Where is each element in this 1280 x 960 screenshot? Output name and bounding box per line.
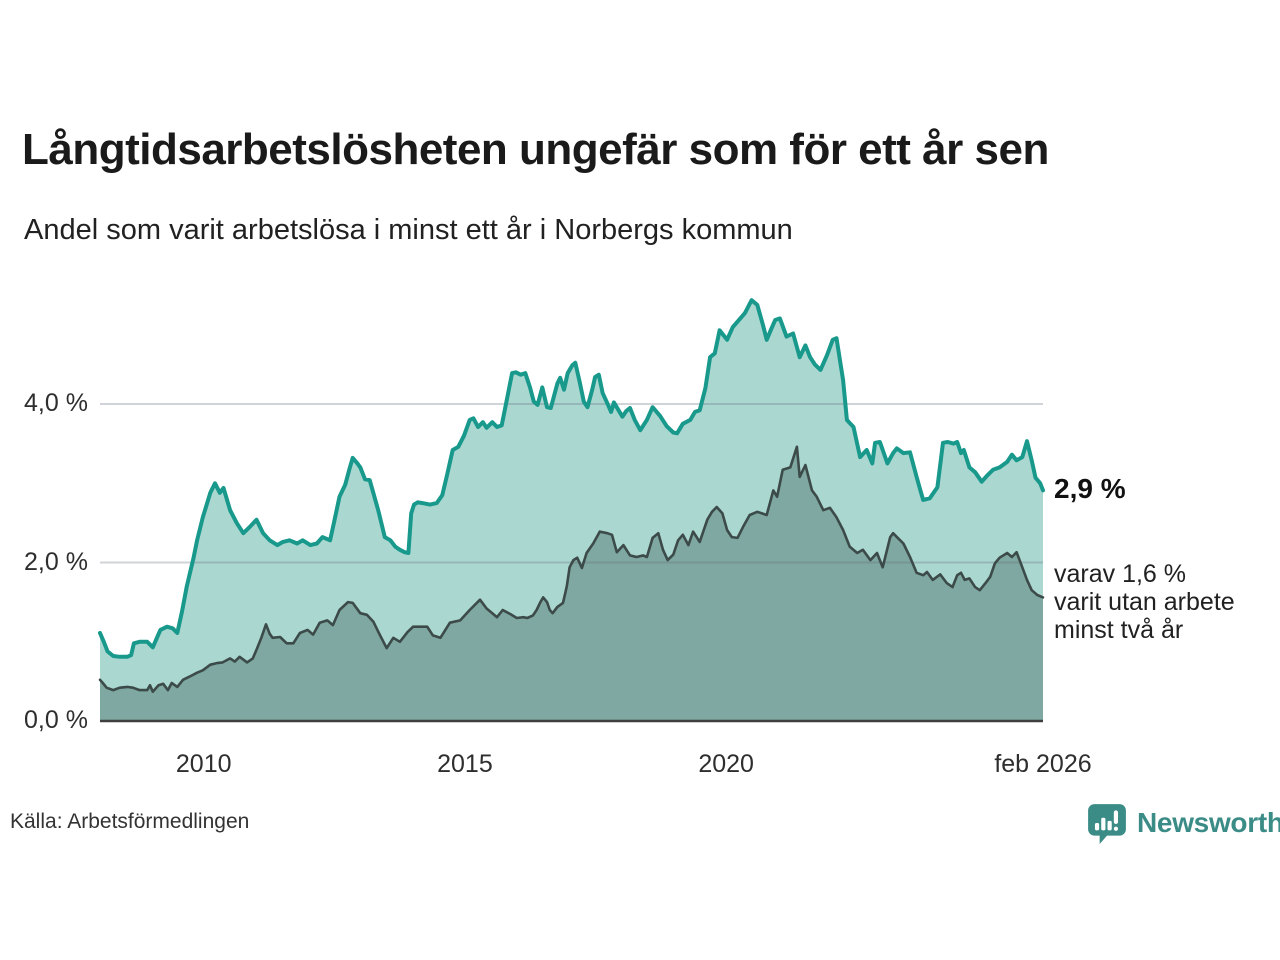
secondary-annotation-line1: varav 1,6 % xyxy=(1054,560,1187,588)
speech-bubble-chart-icon xyxy=(1088,804,1126,844)
secondary-annotation-line2: varit utan arbete xyxy=(1054,588,1235,616)
series2-area xyxy=(100,446,1043,721)
y-tick-label: 2,0 % xyxy=(24,547,88,576)
x-tick-label: feb 2026 xyxy=(994,750,1092,778)
page-title: Långtidsarbetslösheten ungefär som för e… xyxy=(22,125,1049,174)
series1-line xyxy=(98,298,1045,659)
y-tick-label: 0,0 % xyxy=(24,706,88,734)
x-tick-label: 2015 xyxy=(437,750,493,778)
secondary-annotation: varav 1,6 % varit utan arbete minst två … xyxy=(1054,560,1235,644)
chart-subtitle: Andel som varit arbetslösa i minst ett å… xyxy=(24,214,793,246)
latest-value-label: 2,9 % xyxy=(1054,473,1126,504)
newsworthy-logo: Newsworthy xyxy=(1086,802,1280,844)
source-label: Källa: Arbetsförmedlingen xyxy=(10,810,250,833)
series2-line xyxy=(98,445,1045,693)
secondary-annotation-line3: minst två år xyxy=(1054,616,1184,644)
x-tick-label: 2010 xyxy=(175,750,232,778)
y-tick-label: 4,0 % xyxy=(24,389,88,417)
x-tick-label: 2020 xyxy=(698,750,754,778)
logo-text: Newsworthy xyxy=(1137,807,1280,838)
